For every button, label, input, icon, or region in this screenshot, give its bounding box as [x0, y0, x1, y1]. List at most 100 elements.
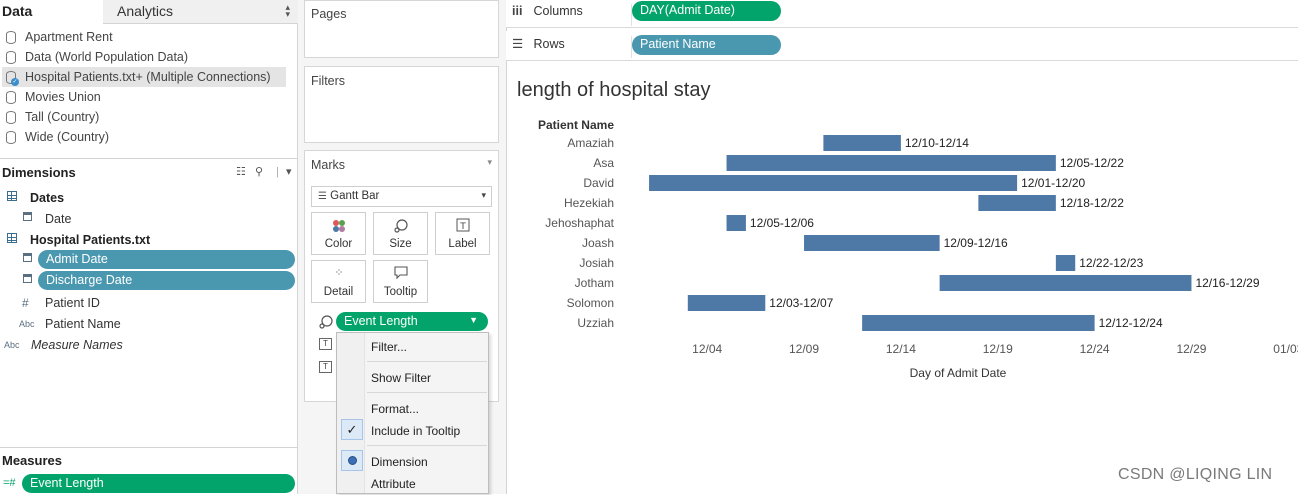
mark-type-select[interactable]: ☰ Gantt Bar ▾ [311, 186, 492, 207]
tab-data[interactable]: Data [0, 0, 103, 24]
menu-item-show-filter[interactable]: Show Filter [371, 371, 432, 385]
bar-data-label: 12/05-12/06 [750, 216, 814, 230]
columns-pill[interactable]: DAY(Admit Date) [632, 1, 781, 21]
gantt-bar[interactable] [726, 215, 746, 231]
dropdown-arrow-icon[interactable]: ▾ [285, 166, 292, 178]
menu-divider [367, 392, 487, 393]
datasource-label: Hospital Patients.txt+ (Multiple Connect… [25, 70, 271, 84]
color-button[interactable]: Color [311, 212, 366, 255]
size-encoding-pill[interactable]: Event Length ▼ [336, 312, 488, 331]
database-icon [6, 131, 16, 144]
text-encoding-icon: T [319, 338, 332, 350]
datasource-item[interactable]: Wide (Country) [0, 127, 288, 147]
gantt-bar[interactable] [687, 295, 766, 311]
menu-divider [367, 361, 487, 362]
gantt-chart: Patient Name Amaziah 12/10-12/14 Asa 12/05-… [538, 118, 1298, 380]
datasource-item[interactable]: Apartment Rent [0, 27, 288, 47]
mark-type-value: Gantt Bar [330, 190, 380, 202]
gantt-bar[interactable] [804, 235, 940, 251]
datasource-item[interactable]: Data (World Population Data) [0, 47, 288, 67]
label-label: Label [448, 238, 477, 250]
columns-shelf[interactable]: iii Columns DAY(Admit Date) [506, 0, 1298, 28]
check-circle-icon: ✓ [11, 78, 19, 86]
filters-title: Filters [311, 74, 346, 88]
gantt-bar[interactable] [726, 155, 1056, 171]
field-admit-date[interactable]: Admit Date [0, 250, 298, 271]
gantt-bar[interactable] [862, 315, 1095, 331]
datasource-item[interactable]: Movies Union [0, 87, 288, 107]
event-length-pill[interactable]: Event Length [22, 474, 295, 493]
bar-data-label: 12/22-12/23 [1079, 256, 1143, 270]
row-header: Patient Name [538, 118, 614, 132]
detail-button[interactable]: ⁘ Detail [311, 260, 366, 303]
x-axis-label: Day of Admit Date [910, 366, 1007, 380]
row-label: Jotham [575, 276, 614, 290]
row-label: Hezekiah [564, 196, 614, 210]
group-hospital-patients[interactable]: Hospital Patients.txt [0, 230, 298, 251]
bar-data-label: 12/12-12/24 [1099, 316, 1163, 330]
sort-arrows-icon: ▴ ▾ [285, 2, 290, 19]
gantt-bar[interactable] [1055, 255, 1076, 271]
filters-card[interactable]: Filters [304, 66, 499, 143]
field-event-length[interactable]: =# Event Length [0, 474, 298, 495]
text-encoding-icon: T [319, 361, 332, 373]
marks-menu-arrow-icon[interactable]: ▾ [487, 157, 492, 167]
row-label: Uzziah [577, 316, 614, 330]
gantt-bar[interactable] [649, 175, 1018, 191]
size-button[interactable]: Size [373, 212, 428, 255]
rows-shelf-label: ☰ Rows [512, 36, 632, 58]
label-button[interactable]: T Label [435, 212, 490, 255]
color-label: Color [324, 238, 353, 250]
bar-data-label: 12/16-12/29 [1195, 276, 1259, 290]
datasource-item-selected[interactable]: ✓ Hospital Patients.txt+ (Multiple Conne… [2, 67, 286, 87]
row-label: Josiah [579, 256, 614, 270]
chevron-down-icon: ▾ [481, 190, 486, 200]
menu-item-include-in-tooltip[interactable]: Include in Tooltip [371, 424, 461, 438]
x-tick-label: 12/09 [789, 342, 819, 356]
field-measure-names[interactable]: Abc Measure Names [0, 335, 298, 356]
datasource-label: Data (World Population Data) [25, 50, 189, 64]
dimensions-header: Dimensions [2, 165, 76, 180]
group-dates[interactable]: Dates [0, 188, 298, 209]
chevron-down-icon[interactable]: ▼ [469, 315, 478, 325]
gantt-bar[interactable] [939, 275, 1192, 291]
field-discharge-date[interactable]: Discharge Date [0, 271, 298, 292]
menu-item-filter[interactable]: Filter... [371, 340, 408, 354]
database-icon [6, 111, 16, 124]
group-dates-label: Dates [30, 191, 65, 205]
field-date-label: Date [45, 212, 72, 226]
field-patient-id[interactable]: # Patient ID [0, 293, 298, 314]
rows-pill[interactable]: Patient Name [632, 35, 781, 55]
measures-header: Measures [2, 453, 62, 468]
color-palette-icon [312, 218, 365, 238]
field-patient-name[interactable]: Abc Patient Name [0, 314, 298, 335]
number-icon: # [22, 296, 29, 310]
datasource-label: Apartment Rent [25, 30, 113, 44]
columns-icon: iii [512, 4, 523, 18]
size-encoding-pill-label: Event Length [344, 314, 418, 328]
view-list-icon[interactable]: ☷ [236, 166, 246, 178]
rows-shelf[interactable]: ☰ Rows Patient Name [506, 31, 1298, 61]
pages-card[interactable]: Pages [304, 0, 499, 58]
radio-selected-icon [341, 450, 363, 471]
calendar-icon [23, 253, 32, 262]
menu-divider [367, 445, 487, 446]
admit-date-pill[interactable]: Admit Date [38, 250, 295, 269]
datasource-label: Movies Union [25, 90, 101, 104]
field-date[interactable]: Date [0, 209, 298, 230]
gantt-bar[interactable] [823, 135, 901, 151]
bar-data-label: 12/09-12/16 [944, 236, 1008, 250]
search-icon[interactable]: ⚲ [254, 166, 263, 178]
menu-item-attribute[interactable]: Attribute [371, 477, 416, 491]
row-label: Asa [593, 156, 614, 170]
datasource-item[interactable]: Tall (Country) [0, 107, 288, 127]
tooltip-button[interactable]: Tooltip [373, 260, 428, 303]
menu-item-dimension[interactable]: Dimension [371, 455, 428, 469]
gantt-bar[interactable] [978, 195, 1056, 211]
calendar-icon [23, 212, 32, 221]
tab-analytics[interactable]: Analytics ▴ ▾ [103, 0, 298, 24]
discharge-date-pill[interactable]: Discharge Date [38, 271, 295, 290]
dimensions-tools: ☷ ⚲ | ▾ [236, 166, 292, 178]
menu-item-format[interactable]: Format... [371, 402, 420, 416]
bar-data-label: 12/01-12/20 [1021, 176, 1085, 190]
